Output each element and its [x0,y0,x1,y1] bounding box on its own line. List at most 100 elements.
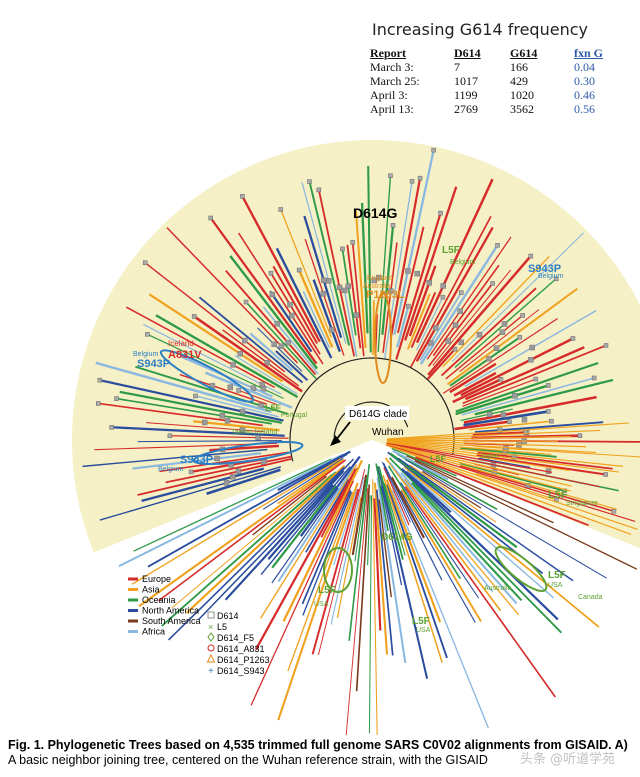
clade-arrowhead [330,435,341,446]
tip-marker [268,270,274,276]
tree-branch [311,488,360,655]
tip-marker [417,175,423,181]
tree-branch [377,466,404,560]
tree-branch [405,470,452,514]
cell-g614: 1020 [510,88,534,102]
d614-marker [255,434,261,441]
tree-branch [389,452,518,549]
tree-branch [395,212,442,360]
tree-branch [446,287,578,386]
tree-annotation-label: Australia [363,283,390,290]
tip-marker [440,294,446,300]
tree-branch [197,458,355,621]
d614-marker [486,355,492,362]
tree-branch [377,175,392,352]
tree-branch [118,453,344,568]
tree-branch [270,272,321,355]
d614-marker [224,417,231,424]
tree-branch [474,378,614,416]
tree-branch [400,467,559,621]
tree-annotation-label: S943P [137,358,170,370]
tree-branch [193,315,303,393]
tree-branch [383,483,406,556]
tree-branch [262,457,344,510]
tree-branch [204,371,293,409]
tree-branch [111,426,285,437]
tip-marker [409,178,415,184]
tree-branch [305,479,350,553]
tree-branch [386,440,624,467]
tip-marker [191,314,197,319]
tree-branch [461,377,595,416]
tree-branch [155,314,299,399]
d614-marker [237,351,243,357]
tree-branch [234,354,298,395]
d614-marker [500,412,507,418]
tree-branch [386,422,629,440]
tip-marker [243,299,249,305]
tree-branch [280,209,332,338]
cell-report: April 13: [370,102,414,116]
d614-marker [528,356,534,363]
tree-branch [389,462,494,593]
tree-branch [260,466,351,576]
tree-branch [193,420,280,432]
d614-marker [493,345,500,351]
d614-marker [269,291,276,298]
tree-branch [99,379,284,422]
d614-marker [326,278,332,284]
clade-node-label: D614G clade [349,409,408,420]
tree-branch [346,244,362,349]
tip-marker [611,508,617,514]
tree-branch [275,247,333,359]
tree-branch [330,476,365,625]
tree-annotation-label: Japan [480,453,499,460]
tree-annotation-label: Taiwan Iceland [231,429,277,436]
tree-branch [82,448,268,468]
tree-branch [259,464,358,619]
d614-marker [336,284,343,291]
tree-branch [391,490,489,729]
tree-branch [381,461,411,523]
tree-branch [238,389,277,406]
tree-branch [303,215,343,338]
tree-branch [442,255,550,368]
tree-branch [133,458,332,552]
cell-report: April 3: [370,88,408,102]
d614-marker [371,277,377,284]
tree-annotation-label: L5F [318,585,336,596]
tree-branch [386,443,571,492]
legend-marker-label: D614_F5 [217,633,254,643]
tree-branch [224,470,345,601]
tree-branch [312,279,341,353]
d614-marker [376,274,382,281]
tip-marker [114,396,119,401]
tree-branch [229,255,319,370]
tree-branch [378,499,392,598]
tree-branch [195,395,280,418]
tree-branch [386,440,552,456]
tree-branch [449,336,521,387]
tree-branch [386,439,558,442]
tree-branch [404,478,520,616]
legend-marker-symbol [206,653,216,663]
tree-branch [385,479,442,623]
tree-branch [385,444,632,535]
tree-branch [198,296,304,384]
clade-title: D614G [353,205,397,221]
tree-branch [459,462,565,492]
cell-report: March 3: [370,60,414,74]
tree-branch [287,491,354,672]
tree-branch [389,457,562,634]
cell-d614: 1199 [454,88,478,102]
legend-marker-symbol [207,632,215,642]
tree-branch [404,458,607,579]
tree-annotation-label: L5F [548,489,568,501]
tree-branch [206,468,281,495]
tree-branch [386,442,572,487]
tree-branch [277,450,351,492]
tree-branch [407,470,555,599]
tree-branch [382,242,398,353]
tree-branch [396,453,498,511]
tree-branch [452,378,502,404]
